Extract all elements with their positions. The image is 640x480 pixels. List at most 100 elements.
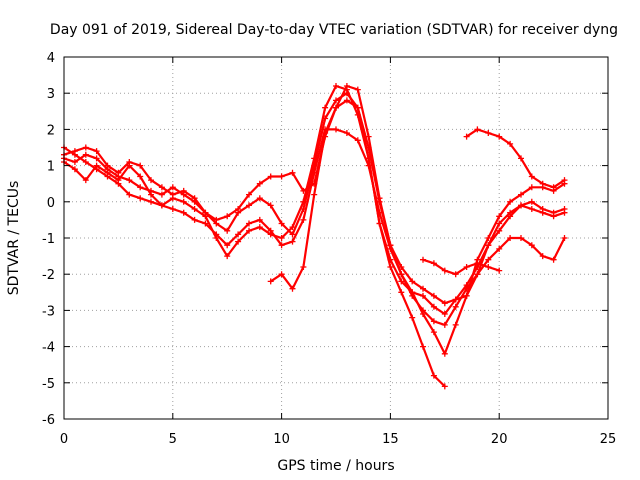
data-point xyxy=(496,267,503,274)
data-point xyxy=(398,271,405,278)
data-point xyxy=(409,278,416,285)
data-point xyxy=(376,220,383,227)
y-tick-label: 2 xyxy=(47,123,55,138)
x-axis-title: GPS time / hours xyxy=(277,458,394,474)
data-point xyxy=(485,242,492,249)
data-point xyxy=(354,137,361,144)
data-point xyxy=(441,267,448,274)
data-point xyxy=(539,209,546,216)
data-point xyxy=(409,314,416,321)
data-point xyxy=(82,177,89,184)
data-point xyxy=(169,206,176,212)
y-tick-label: -2 xyxy=(42,268,55,283)
data-point xyxy=(561,235,568,241)
data-point xyxy=(224,242,231,249)
data-point xyxy=(267,173,274,180)
data-point xyxy=(496,220,503,227)
data-point xyxy=(93,162,100,169)
data-point xyxy=(452,271,459,278)
data-point xyxy=(387,256,394,263)
data-point xyxy=(137,184,144,191)
data-point xyxy=(507,198,514,205)
y-tick-label: 1 xyxy=(47,160,55,175)
data-point xyxy=(365,133,372,140)
data-point xyxy=(452,303,459,310)
data-point xyxy=(452,321,459,328)
data-point xyxy=(496,213,503,220)
data-point xyxy=(256,180,263,187)
data-point xyxy=(311,155,318,162)
data-point xyxy=(158,202,165,209)
data-point xyxy=(463,264,470,270)
data-point xyxy=(507,213,514,220)
y-axis-title: SDTVAR / TECUs xyxy=(6,181,22,296)
data-point xyxy=(278,235,285,241)
data-point xyxy=(180,198,187,205)
data-point xyxy=(82,151,89,158)
x-tick-label: 0 xyxy=(60,432,68,447)
data-point xyxy=(430,303,437,310)
data-point xyxy=(256,224,263,231)
data-point xyxy=(474,271,481,278)
data-point xyxy=(463,133,470,140)
data-point xyxy=(463,282,470,289)
data-point xyxy=(550,256,557,263)
data-point xyxy=(267,231,274,238)
data-point xyxy=(376,195,383,202)
data-point xyxy=(528,242,535,249)
data-point xyxy=(550,213,557,220)
data-point xyxy=(224,227,231,234)
data-point xyxy=(126,191,133,198)
data-point xyxy=(528,184,535,191)
data-point xyxy=(561,209,568,216)
x-tick-label: 25 xyxy=(600,432,617,447)
data-point xyxy=(267,278,274,285)
series-trace-4 xyxy=(61,83,568,357)
series-trace-3 xyxy=(61,83,448,390)
data-point xyxy=(485,235,492,241)
data-point xyxy=(148,187,154,194)
data-point xyxy=(474,126,481,133)
series-line xyxy=(465,128,566,189)
data-point xyxy=(289,224,296,231)
data-point xyxy=(71,159,78,165)
data-point xyxy=(246,227,252,234)
data-point xyxy=(169,184,176,191)
data-point xyxy=(420,311,426,317)
y-tick-label: 4 xyxy=(47,51,55,66)
data-point xyxy=(235,231,242,238)
data-point xyxy=(463,292,470,299)
y-tick-label: -1 xyxy=(42,232,55,247)
data-point xyxy=(148,198,154,205)
data-point xyxy=(126,162,133,169)
y-tick-label: -6 xyxy=(42,413,55,428)
y-tick-label: 3 xyxy=(47,87,55,102)
data-point xyxy=(496,227,503,234)
data-point xyxy=(441,321,448,328)
data-point xyxy=(507,235,514,241)
data-point xyxy=(82,159,89,165)
data-point xyxy=(246,220,252,227)
data-point xyxy=(300,187,307,194)
data-point xyxy=(528,206,535,212)
data-point xyxy=(256,195,263,202)
data-point xyxy=(430,292,437,299)
data-point xyxy=(561,177,568,184)
data-point xyxy=(300,264,307,270)
x-tick-label: 5 xyxy=(169,432,177,447)
data-point xyxy=(485,256,492,263)
y-tick-label: 0 xyxy=(47,196,55,211)
data-point xyxy=(158,191,165,198)
data-point xyxy=(420,285,426,292)
data-point xyxy=(518,155,524,162)
data-point xyxy=(202,220,209,227)
data-point xyxy=(224,253,231,260)
data-point xyxy=(550,184,557,191)
data-point xyxy=(441,300,448,307)
data-point xyxy=(289,169,296,176)
data-point xyxy=(354,86,361,93)
data-point xyxy=(474,260,481,267)
data-point xyxy=(180,209,187,216)
data-point xyxy=(278,220,285,227)
data-point xyxy=(518,235,524,241)
